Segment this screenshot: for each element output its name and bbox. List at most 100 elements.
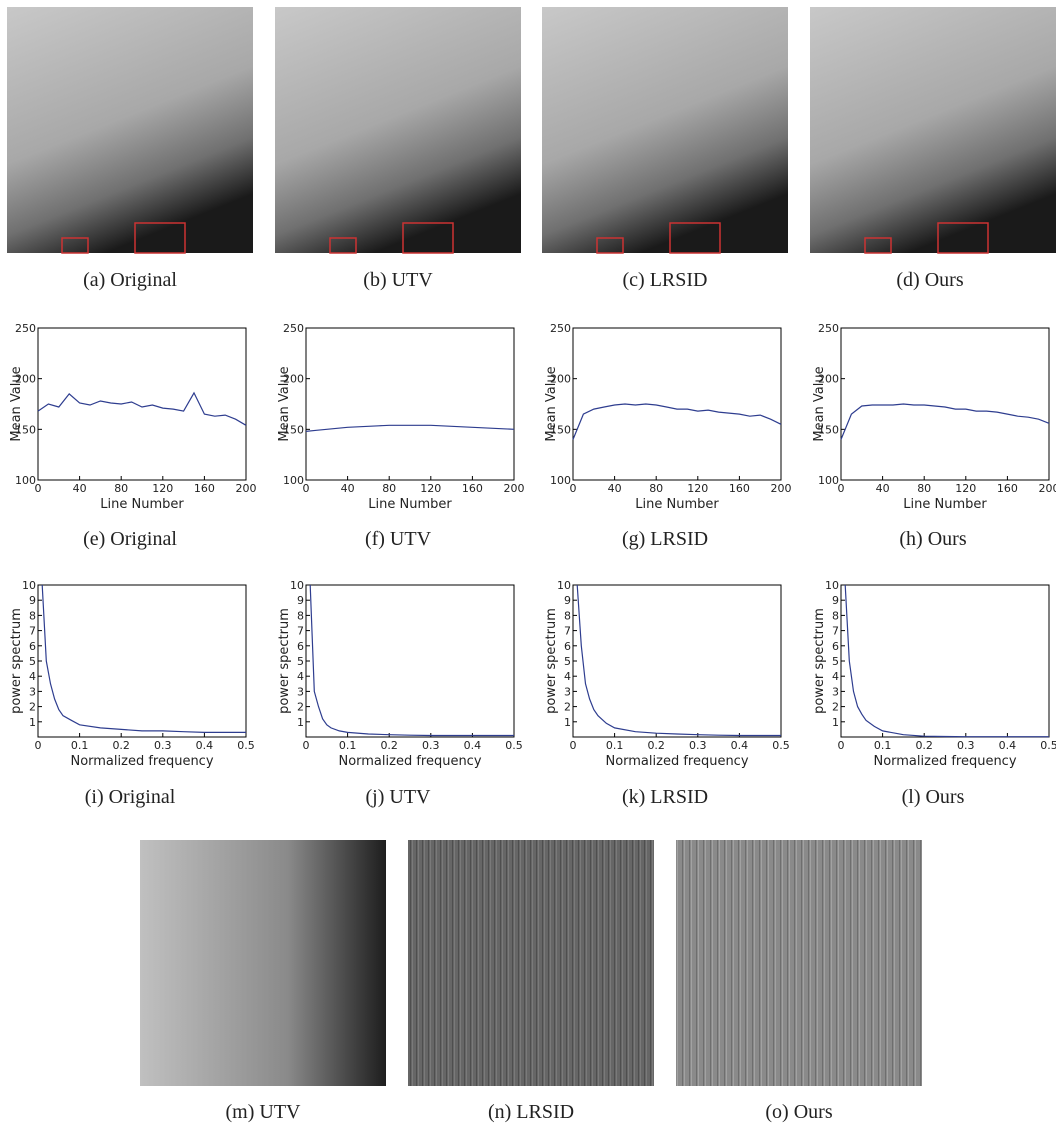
y-tick-label: 1 <box>29 716 36 729</box>
y-tick-label: 9 <box>564 594 571 607</box>
x-tick-label: 0.3 <box>422 739 440 752</box>
caption: (n) LRSID <box>488 1101 574 1123</box>
y-tick-label: 2 <box>564 701 571 714</box>
x-tick-label: 0 <box>838 739 845 752</box>
y-tick-label: 100 <box>818 474 839 487</box>
x-tick-label: 0 <box>303 739 310 752</box>
y-tick-label: 2 <box>297 701 304 714</box>
y-tick-label: 8 <box>29 609 36 622</box>
y-tick-label: 250 <box>818 322 839 335</box>
data-line <box>310 585 514 736</box>
caption: (c) LRSID <box>623 269 708 291</box>
y-tick-label: 1 <box>297 716 304 729</box>
y-tick-label: 250 <box>15 322 36 335</box>
y-tick-label: 1 <box>564 716 571 729</box>
plot-frame <box>841 328 1049 480</box>
caption: (b) UTV <box>363 269 433 291</box>
y-tick-label: 8 <box>832 609 839 622</box>
y-tick-label: 10 <box>22 579 36 592</box>
x-tick-label: 200 <box>236 482 257 495</box>
image <box>140 840 386 1086</box>
x-tick-label: 200 <box>1039 482 1056 495</box>
y-axis-label: power spectrum <box>277 608 292 714</box>
y-axis-label: Mean Value <box>9 366 24 441</box>
y-axis-label: power spectrum <box>544 608 559 714</box>
x-axis-label: Normalized frequency <box>338 754 481 769</box>
x-tick-label: 0.3 <box>154 739 172 752</box>
x-tick-label: 0.2 <box>647 739 665 752</box>
x-tick-label: 0.3 <box>689 739 707 752</box>
y-tick-label: 5 <box>297 655 304 668</box>
y-axis-label: power spectrum <box>9 608 24 714</box>
y-tick-label: 5 <box>564 655 571 668</box>
y-tick-label: 6 <box>29 640 36 653</box>
y-tick-label: 100 <box>550 474 571 487</box>
data-line <box>573 404 781 440</box>
caption: (j) UTV <box>366 786 432 808</box>
x-axis-label: Line Number <box>100 497 184 512</box>
x-tick-label: 160 <box>462 482 483 495</box>
y-tick-label: 1 <box>832 716 839 729</box>
y-tick-label: 100 <box>283 474 304 487</box>
x-tick-label: 160 <box>729 482 750 495</box>
y-tick-label: 7 <box>29 625 36 638</box>
x-tick-label: 0.1 <box>606 739 624 752</box>
x-tick-label: 0.1 <box>339 739 357 752</box>
caption: (i) Original <box>85 786 176 808</box>
image-row: (a) Original (b) UTV (c) LRSID (d) Ours <box>7 7 1056 291</box>
y-tick-label: 4 <box>29 670 36 683</box>
caption: (h) Ours <box>899 528 966 550</box>
x-axis-label: Line Number <box>635 497 719 512</box>
y-axis-label: Mean Value <box>544 366 559 441</box>
x-tick-label: 0.5 <box>505 739 523 752</box>
y-tick-label: 3 <box>297 685 304 698</box>
plot-frame <box>841 585 1049 737</box>
x-tick-label: 200 <box>771 482 792 495</box>
x-tick-label: 0.2 <box>380 739 398 752</box>
x-tick-label: 40 <box>876 482 890 495</box>
y-tick-label: 10 <box>825 579 839 592</box>
plot-frame <box>38 328 246 480</box>
y-tick-label: 8 <box>297 609 304 622</box>
data-line <box>42 585 246 732</box>
y-tick-label: 10 <box>557 579 571 592</box>
plot-frame <box>38 585 246 737</box>
x-tick-label: 0.3 <box>957 739 975 752</box>
x-axis-label: Normalized frequency <box>605 754 748 769</box>
x-axis-label: Line Number <box>903 497 987 512</box>
x-tick-label: 80 <box>382 482 396 495</box>
y-tick-label: 250 <box>283 322 304 335</box>
x-tick-label: 0.4 <box>196 739 214 752</box>
y-tick-label: 9 <box>29 594 36 607</box>
x-axis-label: Normalized frequency <box>873 754 1016 769</box>
x-tick-label: 160 <box>194 482 215 495</box>
x-tick-label: 0.5 <box>237 739 255 752</box>
data-line <box>577 585 781 736</box>
image <box>810 7 1056 253</box>
y-tick-label: 2 <box>832 701 839 714</box>
caption: (k) LRSID <box>622 786 708 808</box>
x-tick-label: 0.1 <box>874 739 892 752</box>
image <box>676 840 922 1086</box>
image <box>408 840 654 1086</box>
y-tick-label: 8 <box>564 609 571 622</box>
caption: (l) Ours <box>902 786 965 808</box>
y-tick-label: 250 <box>550 322 571 335</box>
x-tick-label: 40 <box>73 482 87 495</box>
y-tick-label: 6 <box>832 640 839 653</box>
x-tick-label: 200 <box>504 482 525 495</box>
x-axis-label: Normalized frequency <box>70 754 213 769</box>
caption: (g) LRSID <box>622 528 708 550</box>
y-tick-label: 3 <box>29 685 36 698</box>
plot-frame <box>306 585 514 737</box>
y-tick-label: 6 <box>297 640 304 653</box>
caption: (o) Ours <box>765 1101 832 1123</box>
image <box>275 7 521 253</box>
y-tick-label: 10 <box>290 579 304 592</box>
y-tick-label: 9 <box>832 594 839 607</box>
y-tick-label: 4 <box>297 670 304 683</box>
x-tick-label: 120 <box>955 482 976 495</box>
x-tick-label: 0.4 <box>731 739 749 752</box>
plot-frame <box>573 328 781 480</box>
